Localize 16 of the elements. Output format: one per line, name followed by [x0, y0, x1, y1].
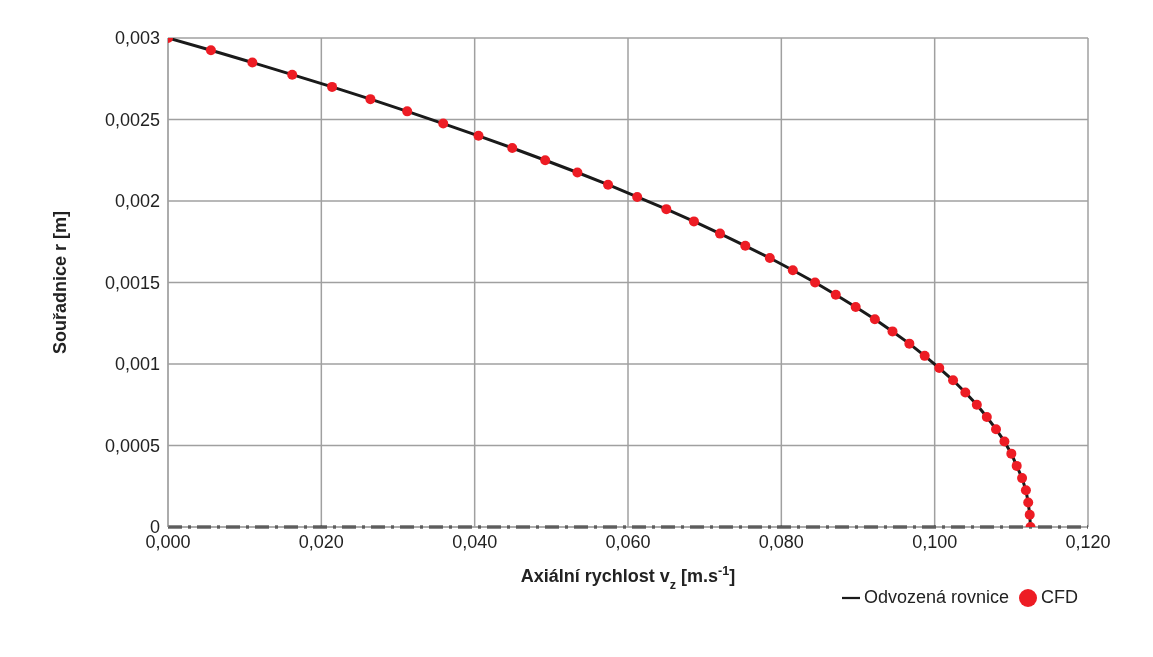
y-tick-label: 0,003: [114, 28, 160, 49]
x-tick-label: 0,040: [452, 531, 498, 552]
y-tick-label: 0,0025: [104, 109, 160, 130]
legend-label: CFD: [1041, 587, 1078, 607]
y-tick-label: 0,0005: [104, 435, 160, 456]
legend-label: Odvozená rovnice: [863, 587, 1009, 607]
y-axis-title: Souřadnice r [m]: [50, 210, 70, 355]
x-tick-label: 0,060: [605, 531, 651, 552]
x-tick-label: 0,020: [298, 531, 344, 552]
x-tick-label: 0,080: [758, 531, 804, 552]
y-tick-label: 0,0015: [104, 272, 160, 293]
y-tick-label: 0,002: [114, 191, 160, 212]
x-axis-title: Axiální rychlost v$_{z}$ [m.s$^{-1}$]: [520, 564, 736, 592]
x-tick-label: 0,120: [1065, 531, 1111, 552]
y-tick-label: 0,001: [114, 354, 160, 375]
x-tick-label: 0,100: [912, 531, 958, 552]
